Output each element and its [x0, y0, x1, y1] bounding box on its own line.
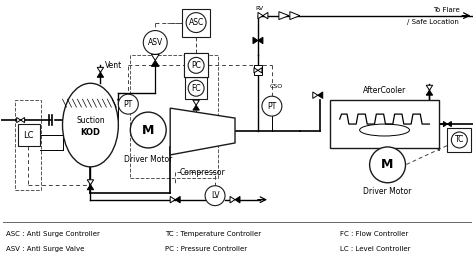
- Text: PC: PC: [191, 61, 201, 70]
- Text: M: M: [142, 124, 155, 137]
- Polygon shape: [290, 12, 300, 20]
- Text: CSO: CSO: [270, 84, 283, 89]
- Text: PC: PC: [191, 61, 201, 70]
- Text: Driver Motor: Driver Motor: [364, 187, 412, 196]
- Polygon shape: [21, 117, 25, 123]
- Polygon shape: [193, 105, 200, 110]
- Circle shape: [188, 58, 204, 73]
- Text: TC : Temperature Controller: TC : Temperature Controller: [165, 231, 261, 238]
- Text: ASV: ASV: [147, 38, 163, 47]
- Polygon shape: [258, 68, 262, 73]
- Text: To Flare: To Flare: [433, 7, 459, 13]
- Text: LC: LC: [23, 130, 34, 140]
- Polygon shape: [97, 67, 104, 72]
- Bar: [184, 53, 208, 77]
- Circle shape: [186, 13, 206, 32]
- Bar: [15, 100, 41, 190]
- Polygon shape: [443, 122, 447, 127]
- Text: Suction: Suction: [76, 116, 105, 124]
- Bar: [130, 55, 218, 178]
- Bar: [182, 9, 210, 36]
- Circle shape: [118, 94, 138, 114]
- Circle shape: [130, 112, 166, 148]
- Circle shape: [188, 80, 204, 96]
- Text: ASV : Anti Surge Valve: ASV : Anti Surge Valve: [6, 247, 84, 252]
- Polygon shape: [170, 197, 175, 203]
- Circle shape: [188, 58, 204, 73]
- Text: TC: TC: [455, 136, 464, 144]
- Polygon shape: [175, 197, 180, 203]
- Text: / Safe Location: / Safe Location: [408, 19, 459, 25]
- Circle shape: [262, 96, 282, 116]
- Polygon shape: [17, 117, 21, 123]
- Text: LV: LV: [211, 191, 219, 200]
- Ellipse shape: [63, 83, 118, 167]
- Text: PT: PT: [124, 100, 133, 109]
- Polygon shape: [193, 100, 200, 105]
- Text: RV: RV: [256, 6, 264, 11]
- Polygon shape: [447, 122, 451, 127]
- Text: FC: FC: [191, 84, 201, 93]
- Text: PT: PT: [267, 102, 276, 111]
- Polygon shape: [151, 55, 159, 60]
- Text: Driver Motor: Driver Motor: [124, 155, 173, 164]
- Circle shape: [451, 132, 467, 148]
- Polygon shape: [258, 37, 263, 44]
- Polygon shape: [97, 72, 104, 77]
- Polygon shape: [318, 92, 323, 99]
- Polygon shape: [253, 37, 258, 44]
- Polygon shape: [170, 108, 235, 155]
- Bar: [184, 53, 208, 77]
- Text: AfterCooler: AfterCooler: [363, 86, 406, 95]
- Circle shape: [370, 147, 405, 183]
- Text: Vent: Vent: [105, 61, 123, 70]
- Polygon shape: [426, 85, 433, 90]
- Text: KOD: KOD: [81, 127, 100, 137]
- Bar: [330, 100, 439, 148]
- Bar: [254, 65, 262, 75]
- Polygon shape: [87, 180, 94, 185]
- Bar: [447, 128, 471, 152]
- Bar: [185, 77, 207, 99]
- Polygon shape: [87, 185, 94, 190]
- Polygon shape: [263, 12, 268, 19]
- Polygon shape: [230, 197, 235, 203]
- Text: LC : Level Controller: LC : Level Controller: [340, 247, 410, 252]
- Text: ASC: ASC: [189, 18, 204, 27]
- Bar: [18, 124, 40, 146]
- Polygon shape: [426, 90, 433, 95]
- Text: M: M: [382, 158, 394, 171]
- Text: PC: PC: [191, 61, 201, 70]
- Polygon shape: [235, 197, 240, 203]
- Circle shape: [205, 186, 225, 206]
- Polygon shape: [258, 12, 263, 19]
- Text: ASC : Anti Surge Controller: ASC : Anti Surge Controller: [6, 231, 100, 238]
- Circle shape: [143, 31, 167, 55]
- Text: PC : Pressure Controller: PC : Pressure Controller: [165, 247, 247, 252]
- Polygon shape: [151, 60, 159, 66]
- Text: FC : Flow Controller: FC : Flow Controller: [340, 231, 408, 238]
- Polygon shape: [254, 68, 258, 73]
- Polygon shape: [279, 12, 289, 20]
- Text: Compressor: Compressor: [179, 168, 225, 177]
- Polygon shape: [313, 92, 318, 99]
